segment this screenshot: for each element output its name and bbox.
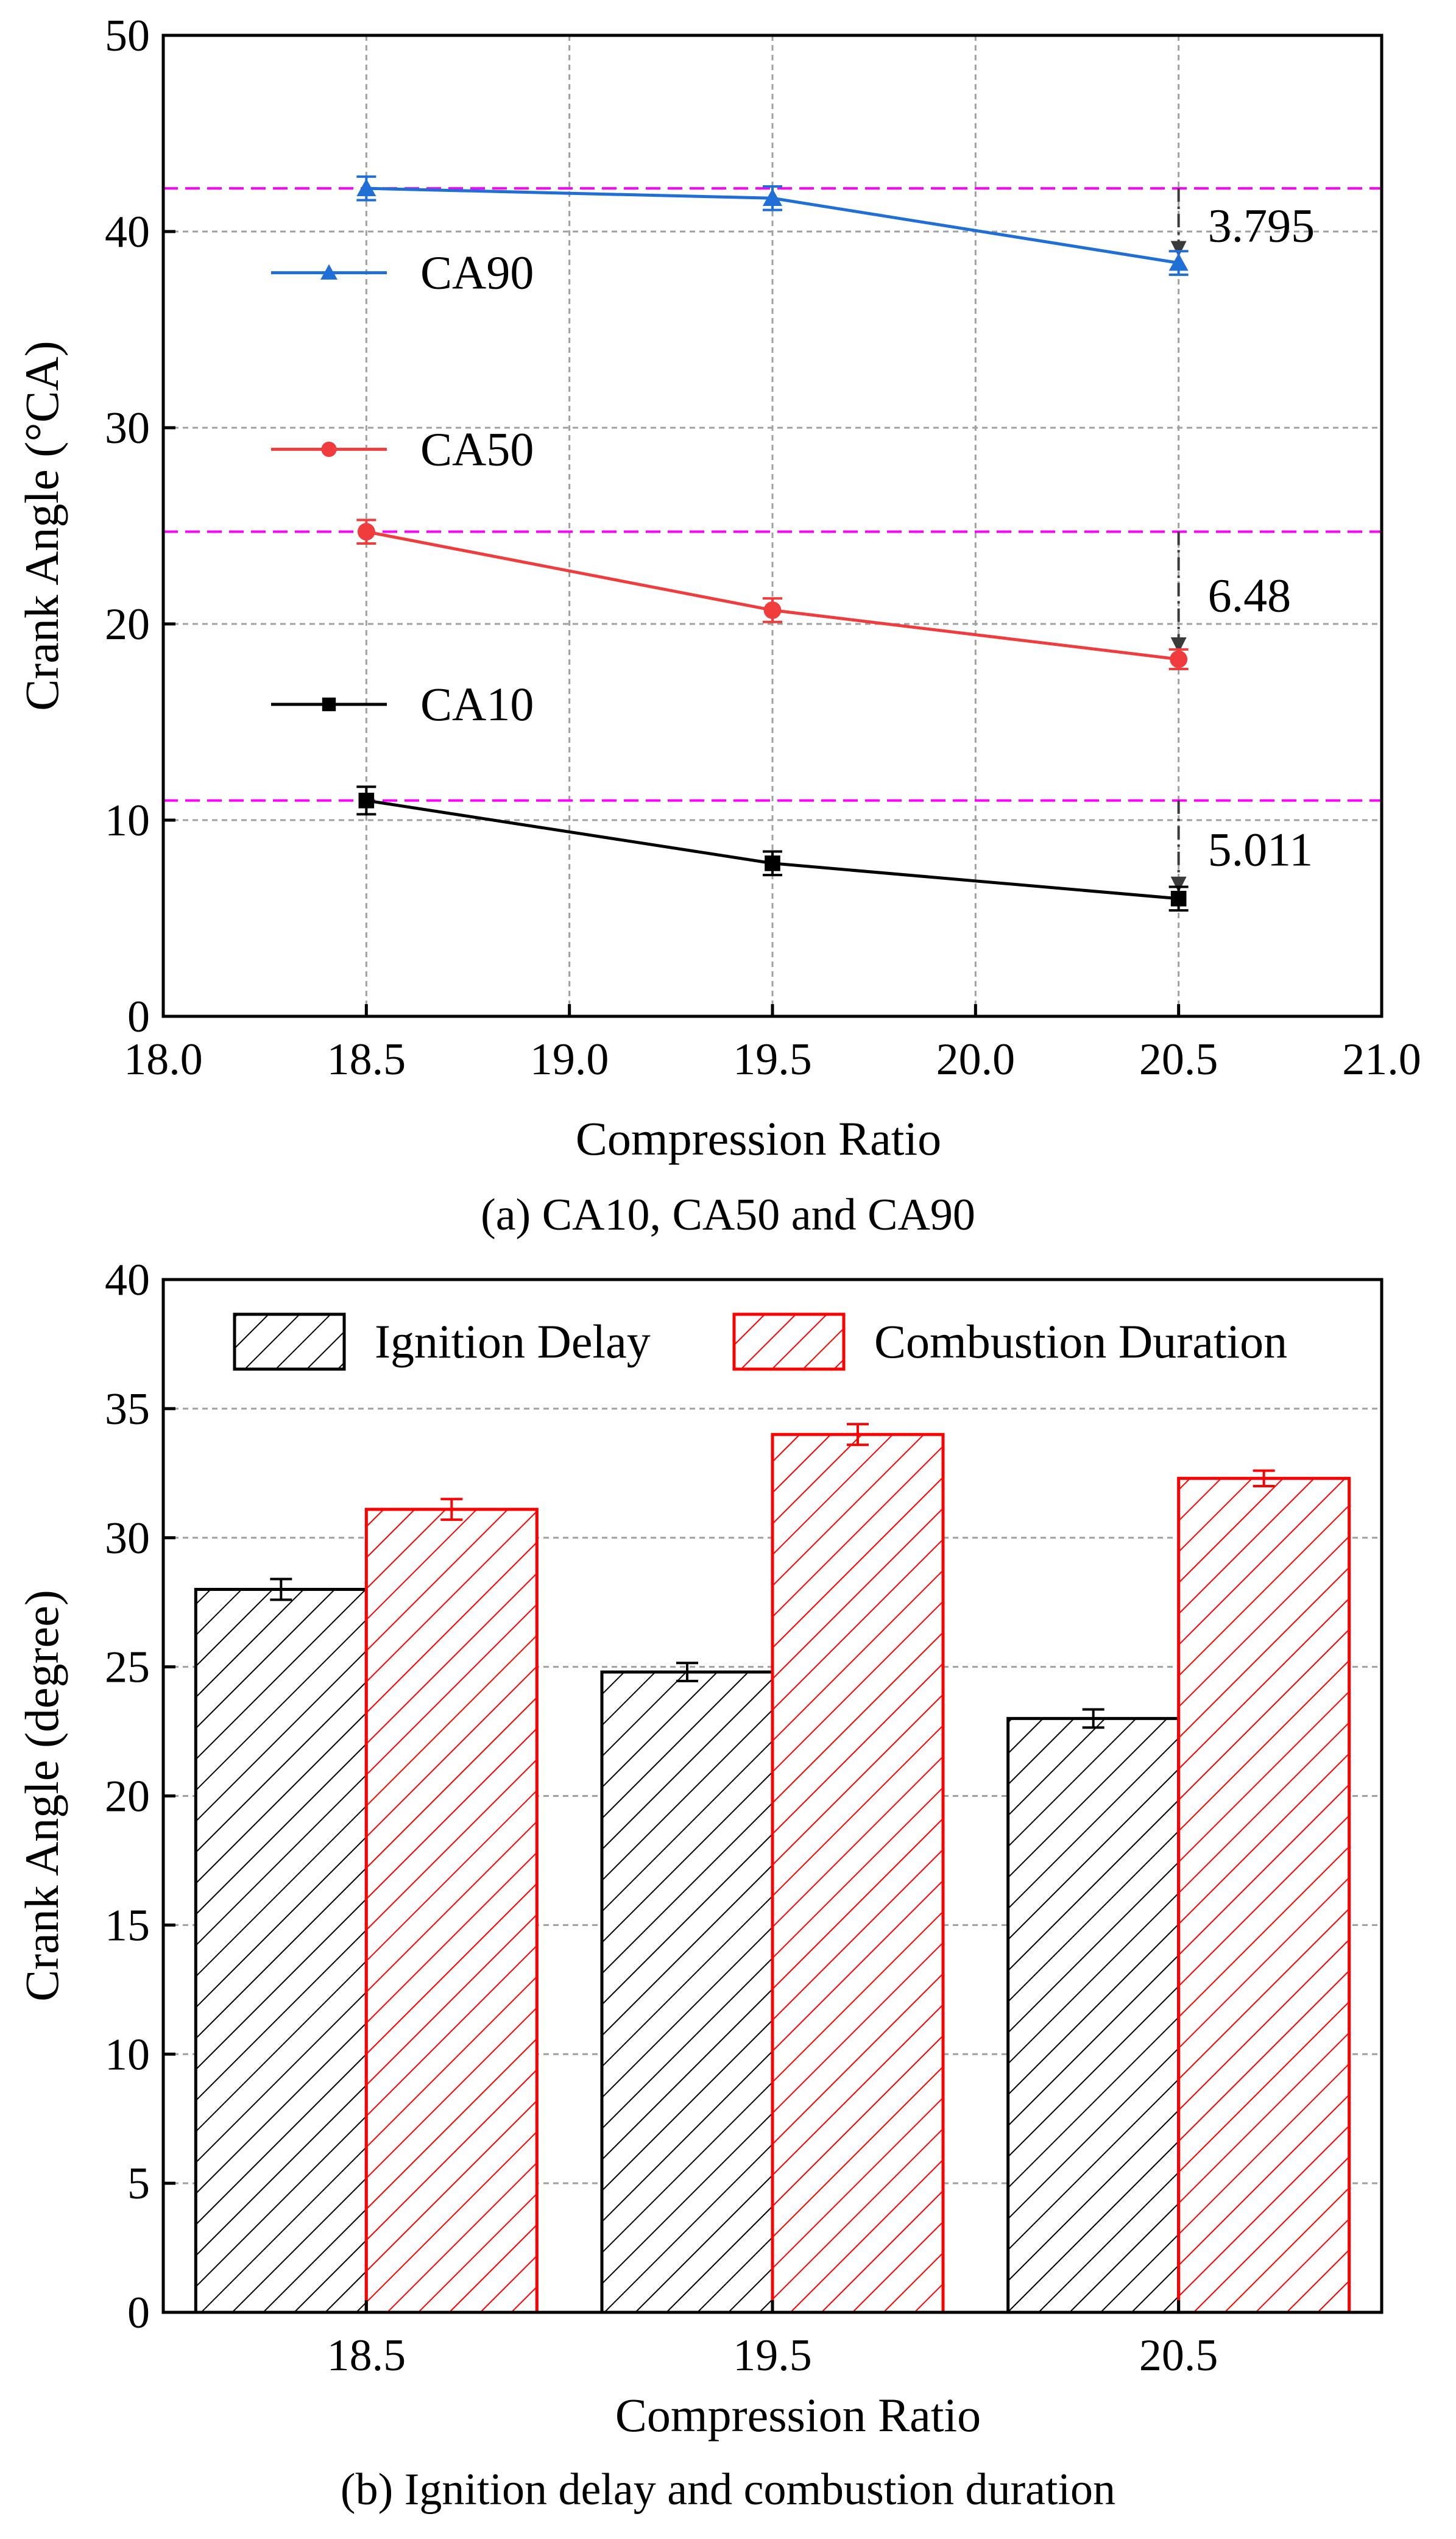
y-tick-label: 35 (105, 1384, 150, 1434)
y-tick-label: 10 (105, 2030, 150, 2080)
data-point-ca10 (1170, 891, 1187, 907)
x-tick-label: 19.5 (733, 2331, 812, 2381)
data-point-ca50 (763, 601, 782, 619)
x-tick-label: 18.0 (124, 1035, 203, 1085)
x-tick-label: 19.5 (733, 1035, 812, 1085)
legend-swatch-combustion-duration (732, 1312, 846, 1371)
chart-a: 3.795 6.48 5.011 18.0 18.5 19.0 19.5 20.0 20.5 2… (15, 11, 1421, 1240)
chart-b-caption: (b) Ignition delay and combustion durati… (341, 2465, 1115, 2515)
legend-swatch-ignition-delay (233, 1312, 346, 1371)
legend-label-combustion-duration: Combustion Duration (874, 1315, 1287, 1368)
annotation-label: 6.48 (1208, 568, 1291, 621)
legend-marker-ca50 (321, 441, 337, 458)
annotation-arrowhead (1170, 876, 1187, 893)
x-tick-label: 20.0 (936, 1035, 1016, 1085)
chart-a-ticks: 18.0 18.5 19.0 19.5 20.0 20.5 21.0 0 10 20 30 40 50 (105, 11, 1421, 1085)
y-tick-label: 10 (105, 796, 150, 846)
y-tick-label: 20 (105, 1772, 150, 1822)
y-tick-label: 15 (105, 1900, 150, 1950)
legend-marker-ca90 (320, 264, 337, 280)
legend-label-ignition-delay: Ignition Delay (375, 1315, 651, 1368)
chart-a-legend: CA90 CA50 CA10 (271, 246, 534, 731)
y-tick-label: 40 (105, 1255, 150, 1305)
x-tick-label: 18.5 (327, 1035, 406, 1085)
annotation-arrowhead (1170, 241, 1187, 257)
data-point-ca10 (765, 855, 780, 871)
y-tick-label: 30 (105, 1514, 150, 1563)
bar-combustion-duration (771, 1432, 945, 2314)
data-point-ca90 (356, 179, 376, 196)
y-tick-label: 40 (105, 207, 150, 257)
y-tick-label: 0 (127, 2288, 150, 2338)
chart-b-xlabel: Compression Ratio (615, 2389, 981, 2442)
chart-a-xlabel: Compression Ratio (576, 1112, 941, 1165)
bar-combustion-duration (364, 1507, 539, 2314)
chart-a-ylabel: Crank Angle (°CA) (15, 341, 68, 710)
legend-marker-ca10 (322, 697, 336, 712)
chart-b-ticks: 0 5 10 15 20 25 30 35 40 18.5 19.5 20.5 (105, 1255, 1218, 2381)
x-tick-label: 20.5 (1139, 1035, 1218, 1085)
y-tick-label: 5 (127, 2159, 150, 2209)
data-point-ca50 (1170, 650, 1188, 668)
y-tick-label: 20 (105, 600, 150, 650)
chart-a-annotations: 3.795 6.48 5.011 (1170, 188, 1315, 893)
x-tick-label: 18.5 (327, 2331, 406, 2381)
x-tick-label: 19.0 (530, 1035, 609, 1085)
y-tick-label: 25 (105, 1643, 150, 1693)
chart-b-ylabel: Crank Angle (degree) (15, 1590, 68, 2002)
x-tick-label: 21.0 (1342, 1035, 1421, 1085)
chart-a-series (356, 175, 1189, 912)
chart-a-caption: (a) CA10, CA50 and CA90 (481, 1190, 975, 1240)
bar-ignition-delay (600, 1670, 774, 2314)
legend-label-ca90: CA90 (420, 246, 534, 299)
bar-ignition-delay (1006, 1716, 1181, 2314)
chart-b-bars (194, 1423, 1351, 2314)
bar-ignition-delay (194, 1588, 368, 2314)
legend-label-ca50: CA50 (420, 422, 534, 475)
annotation-label: 5.011 (1208, 823, 1313, 876)
y-tick-label: 50 (105, 11, 150, 61)
y-tick-label: 30 (105, 403, 150, 453)
data-point-ca50 (357, 523, 375, 541)
bar-combustion-duration (1177, 1476, 1351, 2314)
data-point-ca90 (763, 188, 782, 207)
data-point-ca90 (1168, 253, 1189, 271)
chart-b: 0 5 10 15 20 25 30 35 40 18.5 19.5 20.5 Ignition De… (15, 1255, 1384, 2515)
chart-b-legend: Ignition Delay Combustion Duration (233, 1312, 1287, 1371)
y-tick-label: 0 (127, 992, 150, 1042)
annotation-arrowhead (1170, 637, 1187, 653)
data-point-ca10 (358, 793, 375, 809)
legend-label-ca10: CA10 (420, 678, 534, 731)
annotation-label: 3.795 (1208, 199, 1315, 252)
x-tick-label: 20.5 (1139, 2331, 1218, 2381)
